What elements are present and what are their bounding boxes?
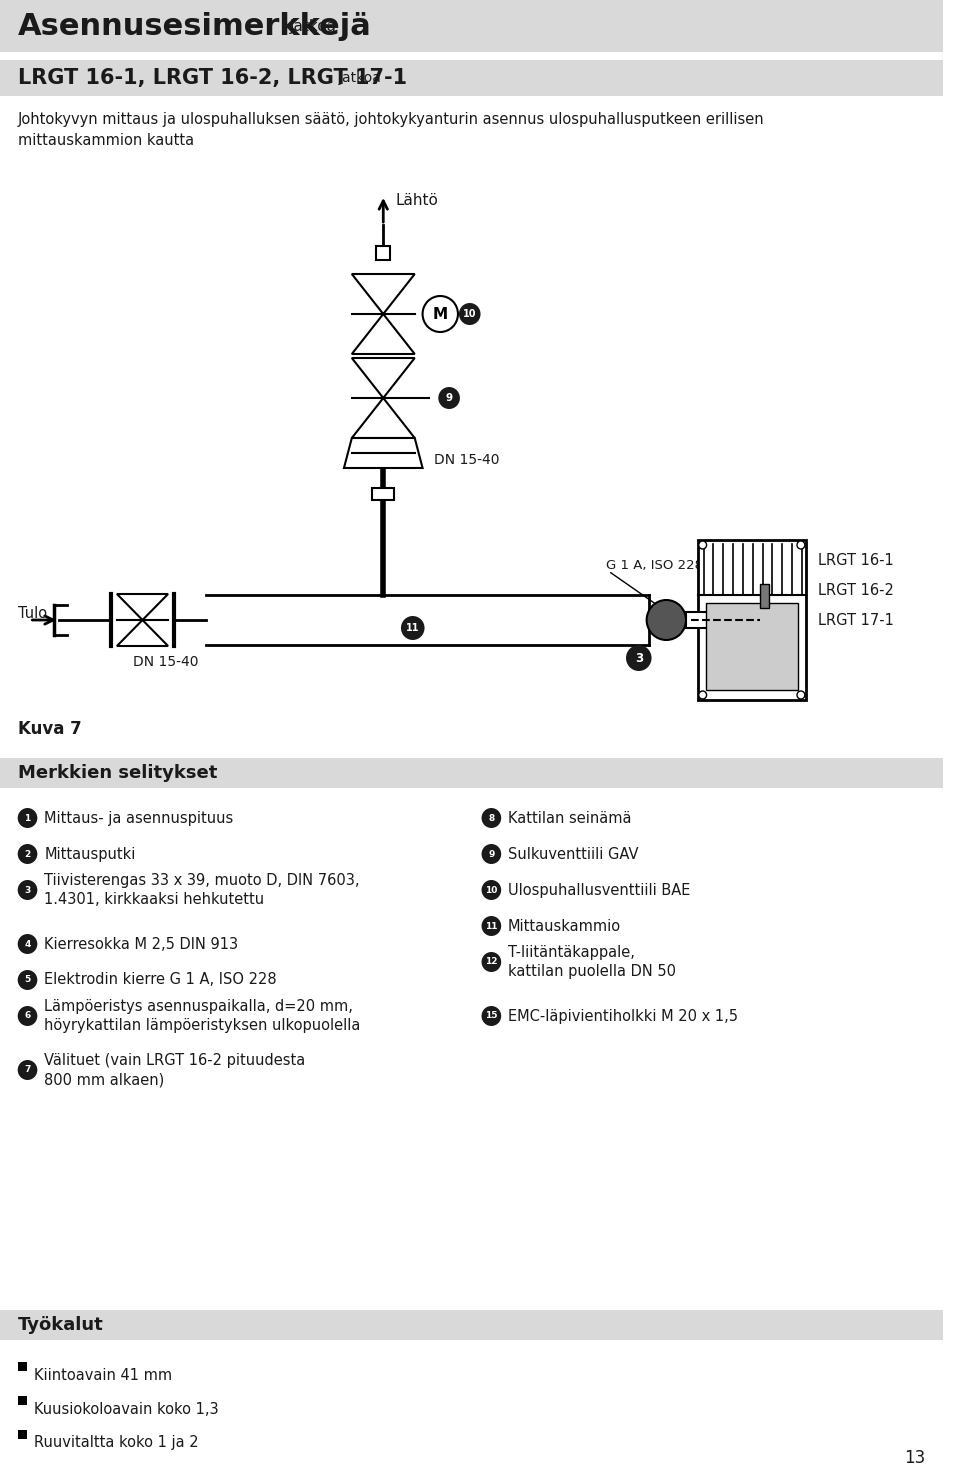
- Polygon shape: [117, 594, 168, 619]
- Text: DN 15-40: DN 15-40: [132, 655, 198, 669]
- Text: Kiintoavain 41 mm: Kiintoavain 41 mm: [35, 1368, 173, 1383]
- Bar: [17, 1430, 27, 1439]
- Text: G 1 A, ISO 228: G 1 A, ISO 228: [607, 559, 704, 572]
- Bar: [759, 584, 770, 608]
- Text: Jatkoa: Jatkoa: [290, 19, 337, 34]
- Text: Lähtö: Lähtö: [396, 193, 438, 207]
- Bar: [0, 0, 944, 51]
- Circle shape: [17, 934, 37, 955]
- Text: 3: 3: [24, 886, 31, 894]
- Text: 15: 15: [485, 1012, 497, 1021]
- Circle shape: [17, 844, 37, 863]
- Text: Jatkoa: Jatkoa: [339, 71, 382, 85]
- Bar: [17, 1396, 27, 1405]
- Bar: [0, 758, 944, 788]
- Text: 12: 12: [485, 958, 497, 966]
- Bar: [686, 612, 764, 628]
- Text: 9: 9: [489, 849, 494, 859]
- Circle shape: [482, 1006, 501, 1025]
- Bar: [698, 540, 805, 700]
- Text: Kattilan seinämä: Kattilan seinämä: [508, 811, 632, 825]
- Text: Kuusiokoloavain koko 1,3: Kuusiokoloavain koko 1,3: [35, 1402, 219, 1417]
- Text: Sulkuventtiili GAV: Sulkuventtiili GAV: [508, 846, 638, 862]
- Text: 7: 7: [24, 1065, 31, 1074]
- Circle shape: [422, 296, 458, 332]
- Circle shape: [17, 969, 37, 990]
- Bar: [376, 246, 390, 260]
- Text: Johtokyvyn mittaus ja ulospuhalluksen säätö, johtokykyanturin asennus ulospuhall: Johtokyvyn mittaus ja ulospuhalluksen sä…: [17, 112, 764, 149]
- Text: Välituet (vain LRGT 16-2 pituudesta
800 mm alkaen): Välituet (vain LRGT 16-2 pituudesta 800 …: [44, 1053, 305, 1087]
- Text: Elektrodin kierre G 1 A, ISO 228: Elektrodin kierre G 1 A, ISO 228: [44, 972, 276, 987]
- Circle shape: [439, 387, 460, 409]
- Text: LRGT 16-2: LRGT 16-2: [818, 583, 894, 597]
- Text: 11: 11: [485, 921, 497, 931]
- Circle shape: [17, 1006, 37, 1025]
- Text: 13: 13: [904, 1449, 925, 1467]
- Text: 5: 5: [24, 975, 31, 984]
- Text: EMC-läpivientiholkki M 20 x 1,5: EMC-läpivientiholkki M 20 x 1,5: [508, 1009, 738, 1024]
- Text: Kuva 7: Kuva 7: [17, 719, 82, 738]
- Circle shape: [699, 541, 707, 549]
- Text: 11: 11: [406, 624, 420, 633]
- Text: Lämpöeristys asennuspaikalla, d=20 mm,
höyrykattilan lämpöeristyksen ulkopuolell: Lämpöeristys asennuspaikalla, d=20 mm, h…: [44, 999, 361, 1034]
- Text: Työkalut: Työkalut: [17, 1317, 104, 1334]
- Text: LRGT 16-1: LRGT 16-1: [818, 553, 894, 568]
- Text: 6: 6: [24, 1012, 31, 1021]
- Polygon shape: [117, 619, 168, 646]
- Bar: [706, 603, 798, 690]
- Text: LRGT 17-1: LRGT 17-1: [818, 612, 894, 628]
- Polygon shape: [351, 274, 415, 313]
- Text: Kierresokka M 2,5 DIN 913: Kierresokka M 2,5 DIN 913: [44, 937, 238, 952]
- Circle shape: [482, 880, 501, 900]
- Circle shape: [699, 691, 707, 699]
- Text: DN 15-40: DN 15-40: [434, 453, 500, 466]
- Text: Mittausputki: Mittausputki: [44, 846, 135, 862]
- Circle shape: [482, 844, 501, 863]
- Polygon shape: [344, 438, 422, 468]
- Text: Mittauskammio: Mittauskammio: [508, 918, 621, 934]
- Polygon shape: [351, 357, 415, 399]
- Circle shape: [626, 644, 652, 671]
- Circle shape: [17, 880, 37, 900]
- Text: M: M: [433, 306, 447, 322]
- Text: Merkkien selitykset: Merkkien selitykset: [17, 763, 217, 783]
- Polygon shape: [351, 313, 415, 355]
- Text: Tiivisterengas 33 x 39, muoto D, DIN 7603,
1.4301, kirkkaaksi hehkutettu: Tiivisterengas 33 x 39, muoto D, DIN 760…: [44, 872, 360, 908]
- Text: T-liitäntäkappale,
kattilan puolella DN 50: T-liitäntäkappale, kattilan puolella DN …: [508, 944, 676, 980]
- Circle shape: [797, 691, 804, 699]
- Text: 9: 9: [445, 393, 453, 403]
- Circle shape: [17, 808, 37, 828]
- Bar: [372, 488, 394, 500]
- Circle shape: [647, 600, 686, 640]
- Text: 10: 10: [485, 886, 497, 894]
- Bar: [0, 1311, 944, 1340]
- Text: 2: 2: [24, 849, 31, 859]
- Text: 10: 10: [463, 309, 476, 319]
- Text: Tulo: Tulo: [17, 606, 47, 621]
- Text: LRGT 16-1, LRGT 16-2, LRGT 17-1: LRGT 16-1, LRGT 16-2, LRGT 17-1: [17, 68, 407, 88]
- Circle shape: [401, 616, 424, 640]
- Text: 4: 4: [24, 940, 31, 949]
- Circle shape: [482, 916, 501, 936]
- Circle shape: [797, 541, 804, 549]
- Bar: [17, 1362, 27, 1371]
- Text: Mittaus- ja asennuspituus: Mittaus- ja asennuspituus: [44, 811, 233, 825]
- Circle shape: [482, 952, 501, 972]
- Text: Ulospuhallusventtiili BAE: Ulospuhallusventtiili BAE: [508, 883, 690, 897]
- Circle shape: [482, 808, 501, 828]
- Circle shape: [17, 1061, 37, 1080]
- Text: Ruuvitaltta koko 1 ja 2: Ruuvitaltta koko 1 ja 2: [35, 1436, 199, 1450]
- Circle shape: [459, 303, 481, 325]
- Text: 1: 1: [24, 813, 31, 822]
- Bar: [0, 60, 944, 96]
- Text: Asennusesimerkkejä: Asennusesimerkkejä: [17, 12, 372, 41]
- Text: 3: 3: [635, 652, 643, 665]
- Polygon shape: [351, 399, 415, 438]
- Text: 8: 8: [489, 813, 494, 822]
